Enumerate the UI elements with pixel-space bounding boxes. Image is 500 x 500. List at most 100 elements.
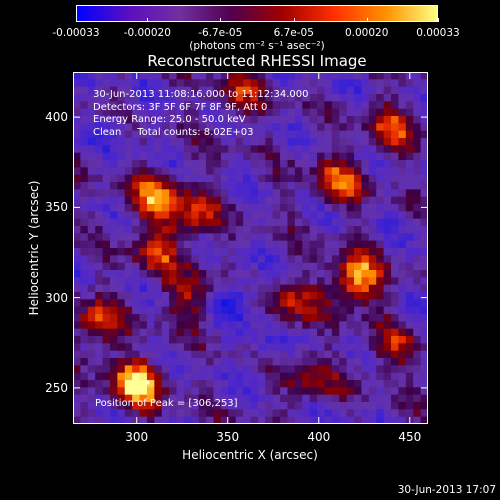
heatmap-cell: [398, 226, 407, 234]
heatmap-cell: [176, 321, 185, 330]
heatmap-cell: [324, 204, 333, 212]
heatmap-cell: [73, 226, 81, 234]
heatmap-cell: [169, 402, 178, 410]
heatmap-cell: [243, 284, 252, 293]
heatmap-cell: [213, 72, 222, 80]
colorbar-tick-mark: [366, 18, 368, 22]
heatmap-cell: [95, 108, 104, 117]
heatmap-cell: [331, 233, 340, 242]
heatmap-cell: [317, 402, 326, 410]
heatmap-cell: [294, 167, 303, 176]
heatmap-cell: [361, 233, 370, 242]
heatmap-cell: [376, 299, 385, 308]
heatmap-cell: [250, 350, 259, 359]
heatmap-cell: [183, 94, 192, 102]
heatmap-cell: [413, 240, 422, 249]
heatmap-cell: [398, 255, 407, 264]
heatmap-cell: [302, 306, 311, 315]
heatmap-cell: [257, 86, 266, 95]
heatmap-cell: [198, 233, 207, 242]
heatmap-cell: [272, 372, 281, 381]
heatmap-cell: [176, 350, 185, 359]
heatmap-cell: [272, 189, 281, 198]
heatmap-cell: [191, 328, 200, 337]
heatmap-cell: [302, 204, 311, 212]
heatmap-cell: [339, 343, 348, 352]
heatmap-cell: [183, 262, 192, 271]
heatmap-cell: [161, 189, 170, 198]
heatmap-cell: [191, 101, 200, 110]
heatmap-cell: [265, 233, 274, 242]
heatmap-cell: [80, 174, 89, 183]
heatmap-cell: [80, 226, 89, 234]
heatmap-cell: [243, 79, 252, 88]
heatmap-cell: [87, 328, 96, 337]
heatmap-cell: [302, 328, 311, 337]
heatmap-cell: [183, 189, 192, 198]
heatmap-cell: [346, 152, 355, 161]
heatmap-cell: [80, 130, 89, 139]
heatmap-cell: [339, 292, 348, 300]
heatmap-cell: [346, 116, 355, 124]
heatmap-cell: [220, 116, 229, 124]
heatmap-cell: [220, 174, 229, 183]
heatmap-cell: [280, 167, 289, 176]
heatmap-cell: [280, 284, 289, 293]
heatmap-cell: [339, 248, 348, 256]
heatmap-cell: [132, 196, 141, 205]
heatmap-cell: [161, 101, 170, 110]
heatmap-cell: [169, 174, 178, 183]
heatmap-cell: [102, 284, 111, 293]
heatmap-cell: [139, 270, 148, 278]
heatmap-cell: [391, 218, 400, 227]
heatmap-cell: [139, 240, 148, 249]
heatmap-cell: [250, 196, 259, 205]
heatmap-cell: [413, 211, 422, 220]
heatmap-cell: [354, 416, 363, 424]
heatmap-cell: [383, 270, 392, 278]
heatmap-cell: [198, 226, 207, 234]
heatmap-cell: [346, 416, 355, 424]
heatmap-cell: [339, 79, 348, 88]
heatmap-cell: [191, 380, 200, 388]
heatmap-cell: [294, 299, 303, 308]
heatmap-cell: [294, 262, 303, 271]
heatmap-cell: [228, 248, 237, 256]
heatmap-cell: [272, 79, 281, 88]
heatmap-cell: [339, 152, 348, 161]
heatmap-cell: [117, 336, 126, 344]
heatmap-cell: [376, 328, 385, 337]
heatmap-cell: [287, 306, 296, 315]
heatmap-cell: [302, 174, 311, 183]
heatmap-cell: [280, 233, 289, 242]
heatmap-cell: [339, 299, 348, 308]
heatmap-cell: [146, 123, 155, 132]
heatmap-cell: [228, 226, 237, 234]
heatmap-cell: [80, 152, 89, 161]
heatmap-cell: [280, 174, 289, 183]
heatmap-cell: [265, 138, 274, 146]
heatmap-cell: [383, 321, 392, 330]
heatmap-cell: [198, 350, 207, 359]
heatmap-cell: [376, 79, 385, 88]
heatmap-cell: [87, 365, 96, 374]
heatmap-cell: [405, 270, 414, 278]
heatmap-cell: [405, 350, 414, 359]
heatmap-cell: [376, 350, 385, 359]
heatmap-cell: [132, 321, 141, 330]
heatmap-cell: [413, 416, 422, 424]
heatmap-cell: [235, 226, 244, 234]
heatmap-cell: [420, 372, 428, 381]
heatmap-cell: [109, 350, 118, 359]
heatmap-cell: [250, 394, 259, 403]
heatmap-cell: [257, 416, 266, 424]
heatmap-cell: [331, 204, 340, 212]
heatmap-cell: [280, 270, 289, 278]
heatmap-cell: [309, 365, 318, 374]
heatmap-cell: [413, 314, 422, 322]
heatmap-cell: [272, 402, 281, 410]
heatmap-cell: [257, 130, 266, 139]
heatmap-cell: [161, 196, 170, 205]
heatmap-cell: [324, 372, 333, 381]
heatmap-cell: [235, 218, 244, 227]
